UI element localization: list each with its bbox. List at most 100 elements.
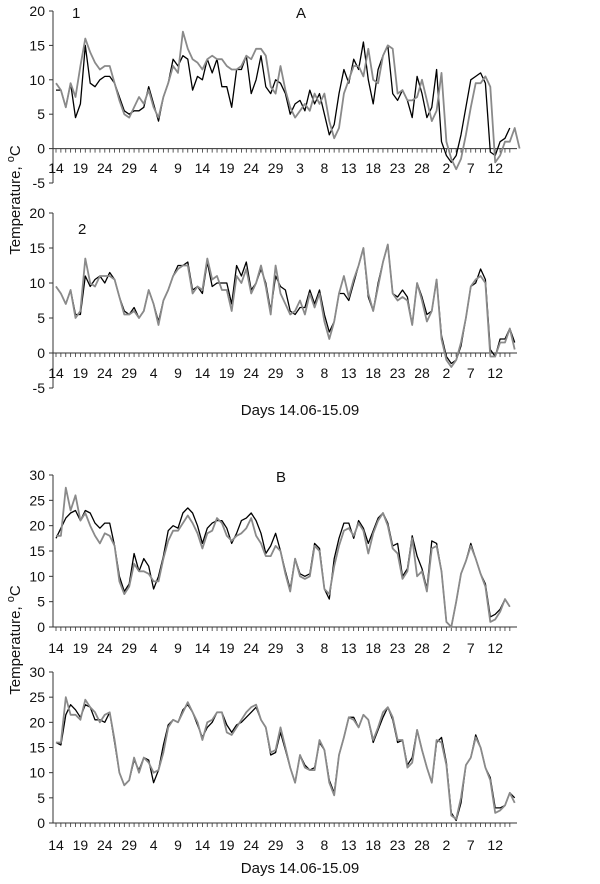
- x-tick-label: 13: [341, 160, 357, 176]
- x-tick-label: 24: [243, 640, 259, 656]
- x-tick-label: 3: [296, 837, 304, 853]
- group-label-b: B: [276, 469, 286, 486]
- panel-label-1: 1: [72, 5, 80, 22]
- x-tick-label: 4: [150, 365, 158, 381]
- y-tick-label: 30: [29, 467, 45, 483]
- x-tick-label: 4: [150, 837, 158, 853]
- series-line-black: [55, 507, 511, 628]
- x-tick-label: 29: [121, 837, 137, 853]
- x-tick-label: 9: [174, 640, 182, 656]
- y-tick-label: 30: [29, 664, 45, 680]
- y-tick-label: -5: [33, 380, 46, 396]
- x-tick-label: 19: [73, 837, 89, 853]
- x-tick-label: 14: [195, 640, 211, 656]
- x-tick-label: 23: [390, 160, 406, 176]
- x-tick-label: 12: [487, 160, 503, 176]
- x-tick-label: 29: [121, 160, 137, 176]
- y-axis-title-unit: C: [7, 145, 24, 156]
- plot-panel-1: -5 0 5 10 15 20 14 19 24 29 4 9 14 19 24 29 3 8 13 18 23 28 2 7…: [29, 3, 521, 191]
- x-tick-label: 12: [487, 640, 503, 656]
- x-tick-label: 28: [414, 640, 430, 656]
- x-tick-label: 24: [97, 640, 113, 656]
- y-tick-label: 20: [29, 3, 45, 19]
- x-tick-label: 2: [443, 837, 451, 853]
- x-tick-label: 29: [268, 160, 284, 176]
- x-tick-label: 24: [97, 160, 113, 176]
- y-tick-label: 0: [37, 619, 45, 635]
- x-tick-label: 12: [487, 365, 503, 381]
- y-tick-label: -5: [33, 175, 46, 191]
- y-axis-title-a: Temperature, oC: [5, 145, 24, 255]
- x-tick-label: 14: [48, 365, 64, 381]
- x-tick-label: 14: [48, 837, 64, 853]
- y-tick-label: 5: [37, 594, 45, 610]
- x-tick-label: 19: [73, 640, 89, 656]
- plot-panel-4: 0 5 10 15 20 25 30 14 19 24 29 4 9 14 19 24 29 3 8 13 18 23 28…: [29, 664, 517, 853]
- x-tick-label: 28: [414, 837, 430, 853]
- y-tick-label: 5: [37, 106, 45, 122]
- x-tick-label: 29: [121, 365, 137, 381]
- y-axis-title-sup: o: [5, 156, 17, 162]
- x-tick-label: 29: [268, 640, 284, 656]
- x-tick-label: 18: [365, 365, 381, 381]
- x-tick-label: 7: [467, 365, 475, 381]
- y-tick-label: 10: [29, 275, 45, 291]
- x-tick-label: 23: [390, 640, 406, 656]
- x-tick-label: 2: [443, 160, 451, 176]
- x-tick-label: 9: [174, 837, 182, 853]
- y-tick-label: 0: [37, 345, 45, 361]
- x-axis-title-b: Days 14.06-15.09: [241, 860, 359, 877]
- x-tick-label: 29: [121, 640, 137, 656]
- x-tick-label: 8: [321, 837, 329, 853]
- y-tick-label: 15: [29, 37, 45, 53]
- y-tick-label: 20: [29, 518, 45, 534]
- y-axis-title-b: Temperature, oC: [5, 585, 24, 695]
- panel-label-2: 2: [78, 221, 86, 238]
- x-tick-label: 4: [150, 640, 158, 656]
- y-tick-label: 10: [29, 72, 45, 88]
- x-tick-label: 29: [268, 837, 284, 853]
- x-tick-label: 7: [467, 640, 475, 656]
- x-axis-title-a: Days 14.06-15.09: [241, 402, 359, 419]
- series-line-gray: [56, 486, 511, 628]
- x-tick-label: 14: [195, 160, 211, 176]
- x-tick-label: 14: [48, 160, 64, 176]
- series-line-black: [56, 41, 511, 164]
- y-tick-label: 10: [29, 765, 45, 781]
- y-tick-label: 5: [37, 310, 45, 326]
- x-tick-label: 28: [414, 365, 430, 381]
- y-axis-title-text: Temperature,: [7, 162, 24, 255]
- x-tick-label: 18: [365, 640, 381, 656]
- y-tick-label: 15: [29, 543, 45, 559]
- x-tick-label: 13: [341, 837, 357, 853]
- y-axis-title-sup: o: [5, 596, 17, 602]
- x-tick-label: 14: [48, 640, 64, 656]
- series-line-gray: [55, 30, 521, 171]
- y-tick-label: 15: [29, 740, 45, 756]
- x-tick-label: 14: [195, 365, 211, 381]
- x-tick-label: 4: [150, 160, 158, 176]
- x-tick-label: 19: [73, 365, 89, 381]
- x-tick-label: 3: [296, 160, 304, 176]
- x-tick-label: 9: [174, 160, 182, 176]
- x-tick-label: 7: [467, 160, 475, 176]
- x-tick-label: 13: [341, 365, 357, 381]
- x-tick-label: 19: [219, 365, 235, 381]
- x-tick-label: 18: [365, 837, 381, 853]
- x-tick-label: 18: [365, 160, 381, 176]
- x-tick-label: 19: [219, 837, 235, 853]
- x-tick-label: 8: [321, 640, 329, 656]
- series-line-gray: [56, 696, 516, 820]
- x-tick-label: 24: [97, 365, 113, 381]
- x-tick-label: 3: [296, 365, 304, 381]
- group-label-a: A: [296, 5, 306, 22]
- x-tick-label: 8: [321, 365, 329, 381]
- x-tick-label: 12: [487, 837, 503, 853]
- y-tick-label: 5: [37, 790, 45, 806]
- x-tick-label: 3: [296, 640, 304, 656]
- series-line-gray: [55, 243, 516, 368]
- y-tick-label: 0: [37, 141, 45, 157]
- x-tick-label: 9: [174, 365, 182, 381]
- y-axis-title-unit: C: [7, 585, 24, 596]
